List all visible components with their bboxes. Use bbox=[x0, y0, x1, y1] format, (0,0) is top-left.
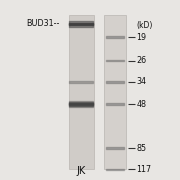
Text: JK: JK bbox=[76, 166, 86, 176]
Bar bbox=[69, 15, 94, 170]
Text: 48: 48 bbox=[136, 100, 147, 109]
Text: 117: 117 bbox=[136, 165, 152, 174]
Text: 85: 85 bbox=[136, 143, 147, 152]
Text: BUD31--: BUD31-- bbox=[26, 19, 60, 28]
Bar bbox=[104, 15, 126, 170]
Text: (kD): (kD) bbox=[136, 21, 153, 30]
Text: 19: 19 bbox=[136, 33, 147, 42]
Text: 34: 34 bbox=[136, 77, 147, 86]
Text: 26: 26 bbox=[136, 56, 147, 65]
